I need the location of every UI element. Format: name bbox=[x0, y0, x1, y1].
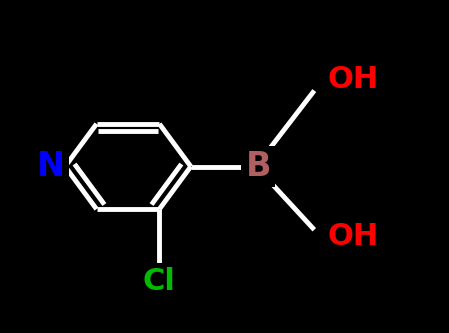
Text: OH: OH bbox=[328, 222, 379, 251]
Text: N: N bbox=[37, 150, 65, 183]
Text: OH: OH bbox=[328, 65, 379, 95]
Text: B: B bbox=[246, 150, 271, 183]
Text: Cl: Cl bbox=[143, 267, 176, 296]
